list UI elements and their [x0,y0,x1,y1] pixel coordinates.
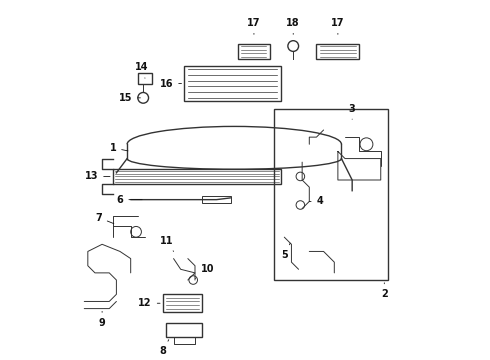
Text: 6: 6 [117,195,142,204]
Text: 3: 3 [349,104,356,119]
Text: 15: 15 [119,93,141,103]
Text: 17: 17 [247,18,261,34]
Text: 2: 2 [381,283,388,299]
Text: 9: 9 [99,311,105,328]
Text: 10: 10 [196,264,214,278]
Text: 16: 16 [160,78,181,89]
Text: 18: 18 [287,18,300,34]
Text: 12: 12 [138,298,160,308]
Text: 5: 5 [281,243,290,260]
Text: 8: 8 [159,340,169,356]
Text: 13: 13 [85,171,110,181]
Text: 4: 4 [309,197,323,206]
Text: 7: 7 [95,212,114,224]
Text: 17: 17 [331,18,344,34]
Text: 11: 11 [160,236,173,251]
Text: 1: 1 [109,143,128,153]
Text: 14: 14 [135,63,148,78]
